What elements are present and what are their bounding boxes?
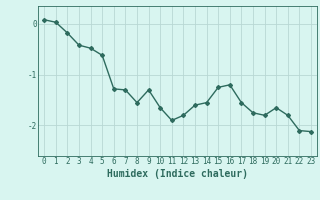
X-axis label: Humidex (Indice chaleur): Humidex (Indice chaleur): [107, 169, 248, 179]
